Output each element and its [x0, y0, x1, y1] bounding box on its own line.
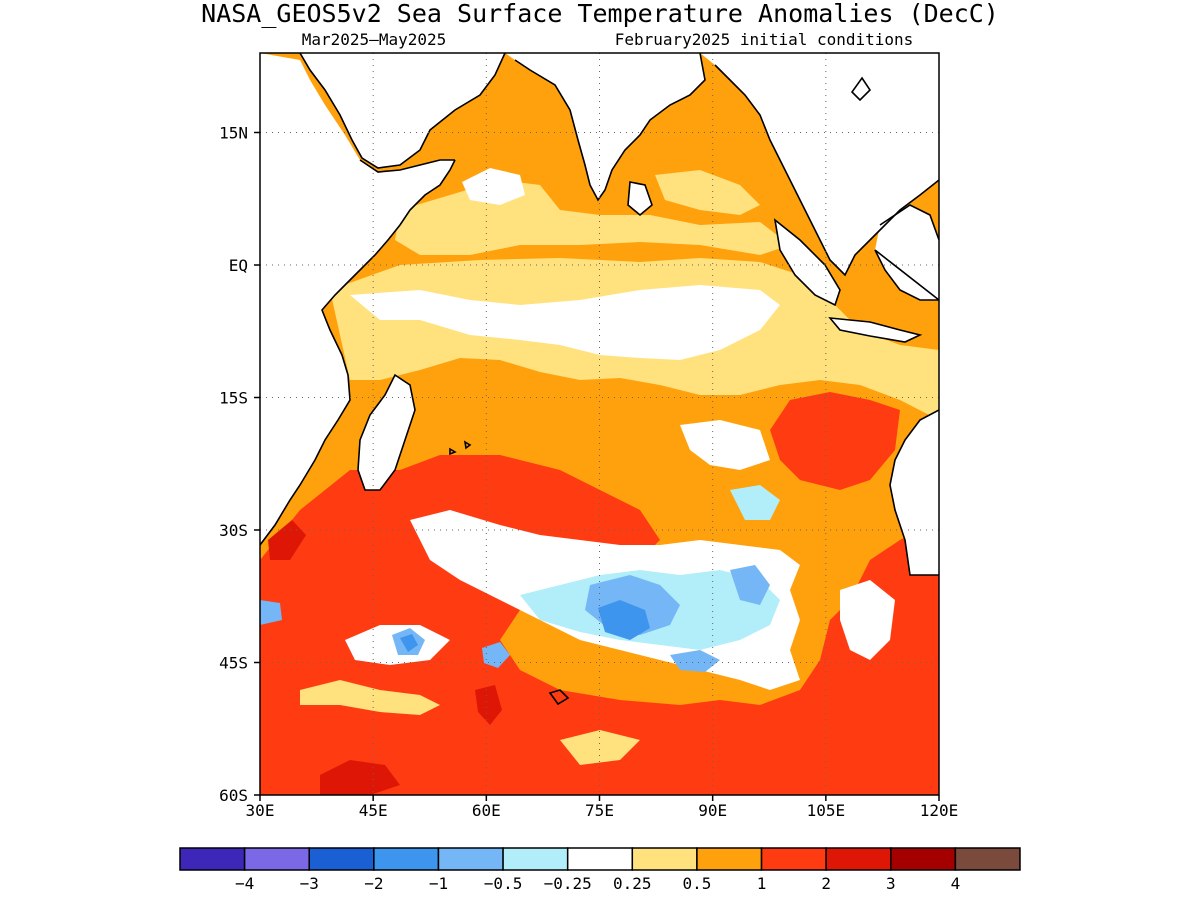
colorbar: −4 −3 −2 −1 −0.5 −0.25 0.25 0.5 1 2 3 4 — [179, 847, 1021, 893]
colorbar-label: −0.25 — [544, 874, 592, 893]
land-india — [505, 53, 705, 200]
colorbar-swatch — [890, 847, 957, 871]
y-tick-label: 60S — [219, 786, 248, 805]
land-africa-arabia — [260, 53, 505, 545]
colorbar-swatch — [308, 847, 375, 871]
land-southeast-asia — [700, 53, 939, 275]
land-madagascar — [358, 375, 415, 490]
anomaly-region-white-southeast — [840, 580, 895, 660]
colorbar-label: −0.5 — [484, 874, 523, 893]
colorbar-label: 3 — [886, 874, 896, 893]
land-sumatra — [775, 220, 840, 305]
y-tick-label: 15S — [219, 389, 248, 408]
colorbar-swatch — [696, 847, 763, 871]
anomaly-region-blue-core — [598, 600, 650, 640]
anomaly-region-blue-southwest-core — [400, 634, 418, 652]
x-tick-label: 60E — [472, 801, 501, 820]
map-panel — [260, 53, 939, 795]
anomaly-region-southeast-red — [770, 392, 900, 490]
anomaly-region-deep-red-3 — [475, 685, 502, 725]
anomaly-region-deep-red-2 — [320, 760, 400, 795]
colorbar-label: −1 — [429, 874, 448, 893]
colorbar-swatch — [502, 847, 569, 871]
colorbar-swatch — [566, 847, 634, 871]
x-tick-label: 45E — [359, 801, 388, 820]
x-tick-label: 120E — [920, 801, 959, 820]
y-tick-label: 45S — [219, 654, 248, 673]
land-java — [830, 318, 920, 342]
colorbar-swatch — [243, 847, 310, 871]
colorbar-label: 0.5 — [682, 874, 711, 893]
coastlines — [260, 53, 939, 706]
x-axis: 30E 45E 60E 75E 90E 105E 120E — [246, 795, 959, 820]
colorbar-label: 1 — [757, 874, 767, 893]
colorbar-swatch — [373, 847, 440, 871]
anomaly-region-white-band — [350, 285, 780, 360]
colorbar-swatch — [179, 847, 246, 871]
y-tick-label: 30S — [219, 521, 248, 540]
y-tick-label: EQ — [229, 256, 248, 275]
colorbar-label: −4 — [235, 874, 254, 893]
colorbar-swatch — [954, 847, 1021, 871]
land-australia — [890, 410, 939, 575]
anomaly-region-blue-mid — [482, 642, 510, 668]
anomaly-region-blue-2 — [730, 565, 770, 605]
colorbar-swatch — [825, 847, 892, 871]
anomaly-region-yellow-southeast — [560, 730, 640, 765]
colorbar-label: −2 — [364, 874, 383, 893]
colorbar-label: 2 — [821, 874, 831, 893]
colorbar-label: 0.25 — [613, 874, 652, 893]
subtitle-season: Mar2025–May2025 — [302, 30, 447, 49]
graticule — [260, 53, 939, 795]
x-tick-label: 30E — [246, 801, 275, 820]
x-tick-label: 75E — [585, 801, 614, 820]
colorbar-swatch — [631, 847, 698, 871]
colorbar-swatch — [760, 847, 827, 871]
anomaly-region-blue-3 — [670, 650, 720, 672]
subtitle-initial-conditions: February2025 initial conditions — [615, 30, 914, 49]
colorbar-label: −3 — [300, 874, 319, 893]
land-borneo — [875, 205, 939, 300]
colorbar-swatch — [437, 847, 504, 871]
colorbar-label: 4 — [951, 874, 961, 893]
anomaly-region-yellow-bay — [655, 170, 760, 215]
x-tick-label: 105E — [807, 801, 846, 820]
x-tick-label: 90E — [698, 801, 727, 820]
anomaly-region-yellow-south-strip — [300, 680, 440, 715]
anomaly-region-white-east — [680, 420, 770, 470]
anomaly-region-lightblue-2 — [730, 485, 780, 520]
anomaly-region-blue-west — [260, 600, 282, 625]
chart-title: NASA_GEOS5v2 Sea Surface Temperature Ano… — [201, 0, 999, 28]
anomaly-region-white-arabian — [462, 168, 525, 205]
y-axis: 15N EQ 15S 30S 45S 60S — [219, 124, 260, 805]
y-tick-label: 15N — [219, 124, 248, 143]
